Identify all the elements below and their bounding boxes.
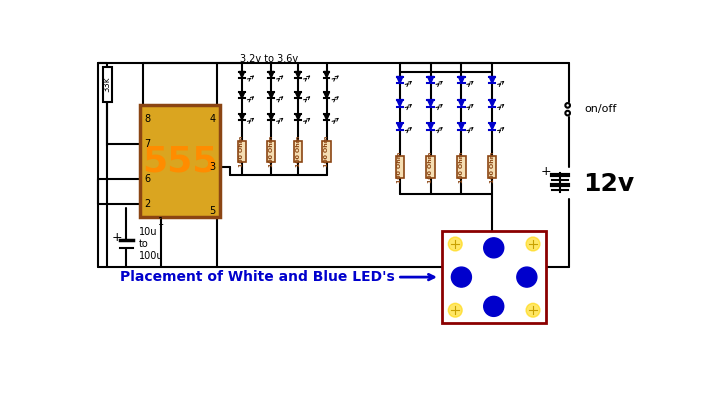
Polygon shape	[324, 71, 330, 78]
Bar	[457, 156, 466, 178]
Text: 33k: 33k	[102, 76, 111, 92]
Circle shape	[526, 303, 540, 317]
Polygon shape	[397, 100, 403, 106]
Text: 1: 1	[158, 218, 164, 227]
Bar	[294, 141, 302, 162]
Polygon shape	[269, 92, 274, 98]
Text: 4: 4	[210, 114, 216, 124]
Circle shape	[526, 237, 540, 251]
Polygon shape	[428, 77, 433, 83]
Polygon shape	[489, 100, 495, 106]
Text: 100 Ohm: 100 Ohm	[324, 136, 329, 167]
Polygon shape	[324, 114, 330, 120]
Text: 7: 7	[144, 139, 150, 149]
Polygon shape	[459, 123, 464, 130]
Bar	[442, 231, 546, 323]
Bar	[238, 141, 246, 162]
Circle shape	[484, 238, 504, 258]
Circle shape	[484, 296, 504, 316]
Polygon shape	[324, 92, 330, 98]
Bar	[426, 156, 435, 178]
Text: 100 Ohm: 100 Ohm	[490, 151, 495, 183]
Polygon shape	[239, 71, 245, 78]
Text: 8: 8	[144, 114, 150, 124]
Polygon shape	[459, 100, 464, 106]
Polygon shape	[269, 114, 274, 120]
Text: on/off: on/off	[585, 104, 617, 114]
Text: 2: 2	[144, 199, 150, 209]
Text: +: +	[541, 165, 552, 178]
Polygon shape	[239, 92, 245, 98]
Polygon shape	[295, 92, 301, 98]
Bar	[102, 67, 112, 102]
Text: 100 Ohm: 100 Ohm	[397, 151, 402, 183]
Polygon shape	[239, 114, 245, 120]
Text: 100 Ohm: 100 Ohm	[459, 151, 464, 183]
Polygon shape	[489, 123, 495, 130]
Text: 100 Ohm: 100 Ohm	[240, 136, 245, 167]
Text: 3.2v to 3.6v: 3.2v to 3.6v	[240, 54, 299, 64]
Text: Placement of White and Blue LED's: Placement of White and Blue LED's	[120, 270, 395, 284]
Text: 100 Ohm: 100 Ohm	[428, 151, 433, 183]
Text: 5: 5	[210, 206, 216, 216]
Bar	[323, 141, 331, 162]
Text: 3: 3	[210, 162, 216, 172]
Polygon shape	[489, 77, 495, 83]
Polygon shape	[295, 114, 301, 120]
Text: 100 Ohm: 100 Ohm	[269, 136, 274, 167]
Polygon shape	[428, 100, 433, 106]
Polygon shape	[269, 71, 274, 78]
Text: 12v: 12v	[583, 172, 634, 196]
Bar	[488, 156, 496, 178]
Circle shape	[449, 237, 462, 251]
Text: +: +	[112, 231, 122, 244]
Text: 10u
to
100u: 10u to 100u	[139, 227, 163, 260]
Bar	[395, 156, 404, 178]
Text: 555: 555	[143, 144, 217, 178]
Text: 6: 6	[144, 173, 150, 183]
Polygon shape	[397, 123, 403, 130]
Bar	[267, 141, 276, 162]
Polygon shape	[295, 71, 301, 78]
Circle shape	[449, 303, 462, 317]
Text: 100 Ohm: 100 Ohm	[296, 136, 301, 167]
Circle shape	[517, 267, 537, 287]
Bar	[140, 105, 220, 217]
Polygon shape	[428, 123, 433, 130]
Circle shape	[451, 267, 472, 287]
Polygon shape	[397, 77, 403, 83]
Polygon shape	[459, 77, 464, 83]
